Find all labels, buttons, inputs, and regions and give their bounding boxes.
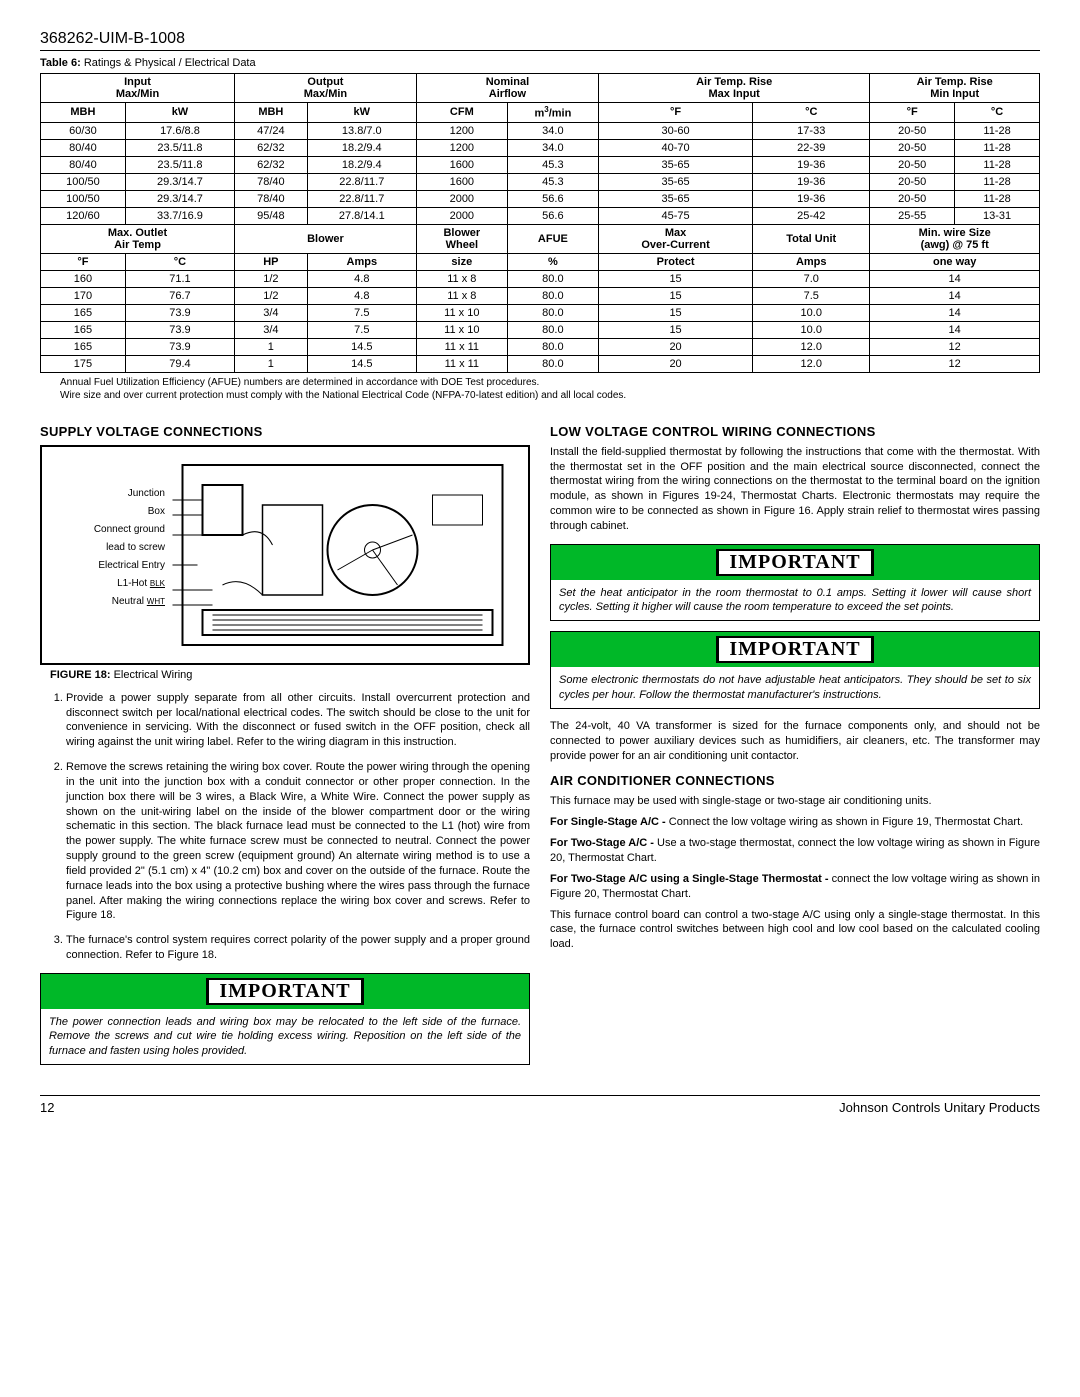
wiring-svg — [165, 455, 520, 655]
right-column: LOW VOLTAGE CONTROL WIRING CONNECTIONS I… — [550, 414, 1040, 1075]
left-column: SUPPLY VOLTAGE CONNECTIONS Junction Box … — [40, 414, 530, 1075]
ac-text-1: This furnace may be used with single-sta… — [550, 794, 1040, 809]
label-junction: Junction — [50, 485, 165, 503]
label-neutral: Neutral WHT — [50, 593, 165, 611]
important-header: IMPORTANT — [551, 632, 1039, 667]
label-lead-to-screw: lead to screw — [50, 539, 165, 557]
important-body: The power connection leads and wiring bo… — [41, 1009, 529, 1064]
step-item: Provide a power supply separate from all… — [66, 691, 530, 750]
important-header: IMPORTANT — [41, 974, 529, 1009]
low-voltage-text: Install the field-supplied thermostat by… — [550, 445, 1040, 534]
supply-voltage-heading: SUPPLY VOLTAGE CONNECTIONS — [40, 424, 530, 439]
figure-label: FIGURE 18: — [50, 669, 111, 681]
instruction-steps: Provide a power supply separate from all… — [40, 691, 530, 963]
low-voltage-heading: LOW VOLTAGE CONTROL WIRING CONNECTIONS — [550, 424, 1040, 439]
label-electrical-entry: Electrical Entry — [50, 557, 165, 575]
important-header: IMPORTANT — [551, 545, 1039, 580]
diagram-labels: Junction Box Connect ground lead to scre… — [50, 455, 165, 655]
document-id: 368262-UIM-B-1008 — [40, 30, 1040, 51]
important-box-1: IMPORTANT Set the heat anticipator in th… — [550, 544, 1040, 622]
label-l1hot: L1-Hot BLK — [50, 575, 165, 593]
label-box: Box — [50, 503, 165, 521]
page-number: 12 — [40, 1100, 54, 1115]
ac-text-2: For Single-Stage A/C - Connect the low v… — [550, 815, 1040, 830]
table-footnotes: Annual Fuel Utilization Efficiency (AFUE… — [60, 376, 1040, 402]
important-body: Set the heat anticipator in the room the… — [551, 580, 1039, 621]
label-connect-ground: Connect ground — [50, 521, 165, 539]
important-body: Some electronic thermostats do not have … — [551, 667, 1039, 708]
figure-text: Electrical Wiring — [111, 669, 193, 681]
footer-company: Johnson Controls Unitary Products — [839, 1100, 1040, 1115]
step-item: Remove the screws retaining the wiring b… — [66, 760, 530, 923]
table-caption-text: Ratings & Physical / Electrical Data — [81, 57, 256, 69]
important-label: IMPORTANT — [206, 978, 363, 1005]
ac-text-5: This furnace control board can control a… — [550, 908, 1040, 953]
transformer-text: The 24-volt, 40 VA transformer is sized … — [550, 719, 1040, 764]
important-label: IMPORTANT — [716, 549, 873, 576]
ac-heading: AIR CONDITIONER CONNECTIONS — [550, 773, 1040, 788]
important-box-2: IMPORTANT Some electronic thermostats do… — [550, 631, 1040, 709]
ac-text-3: For Two-Stage A/C - Use a two-stage ther… — [550, 836, 1040, 866]
important-label: IMPORTANT — [716, 636, 873, 663]
step-item: The furnace's control system requires co… — [66, 933, 530, 963]
figure-caption: FIGURE 18: Electrical Wiring — [50, 669, 530, 681]
ratings-table: InputMax/MinOutputMax/MinNominalAirflowA… — [40, 73, 1040, 373]
important-box-left: IMPORTANT The power connection leads and… — [40, 973, 530, 1065]
ac-text-4: For Two-Stage A/C using a Single-Stage T… — [550, 872, 1040, 902]
table-caption-label: Table 6: — [40, 57, 81, 69]
page-footer: 12 Johnson Controls Unitary Products — [40, 1095, 1040, 1115]
wiring-diagram: Junction Box Connect ground lead to scre… — [40, 445, 530, 665]
table-caption: Table 6: Ratings & Physical / Electrical… — [40, 57, 1040, 69]
